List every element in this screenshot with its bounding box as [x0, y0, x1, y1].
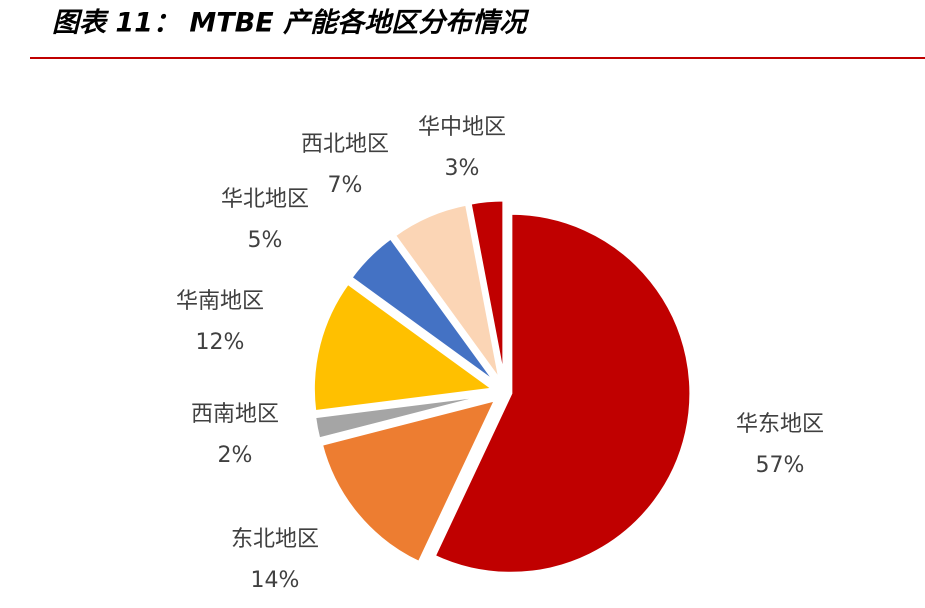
pie-slice — [348, 235, 498, 385]
slice-value-label: 5% — [248, 228, 283, 253]
pie-slice — [319, 397, 499, 565]
slice-value-label: 12% — [196, 330, 245, 355]
slice-value-label: 2% — [218, 443, 253, 468]
pie-slice — [432, 211, 693, 575]
slice-value-label: 57% — [756, 453, 805, 478]
slice-label: 华中地区 — [418, 115, 506, 140]
slice-label: 华北地区 — [221, 187, 309, 212]
slice-value-label: 14% — [251, 568, 300, 593]
pie-slice — [312, 392, 494, 441]
slice-label: 西北地区 — [301, 132, 389, 157]
slice-label: 东北地区 — [231, 527, 319, 552]
chart-title: 图表 11： MTBE 产能各地区分布情况 — [52, 8, 530, 39]
pie-slice — [468, 198, 506, 381]
slice-label: 华东地区 — [736, 412, 824, 437]
slice-label: 华南地区 — [176, 289, 264, 314]
slice-value-label: 3% — [445, 156, 480, 181]
pie-slice — [392, 202, 502, 382]
pie-slice — [311, 281, 498, 414]
slice-value-label: 7% — [328, 173, 363, 198]
slice-label: 西南地区 — [191, 402, 279, 427]
